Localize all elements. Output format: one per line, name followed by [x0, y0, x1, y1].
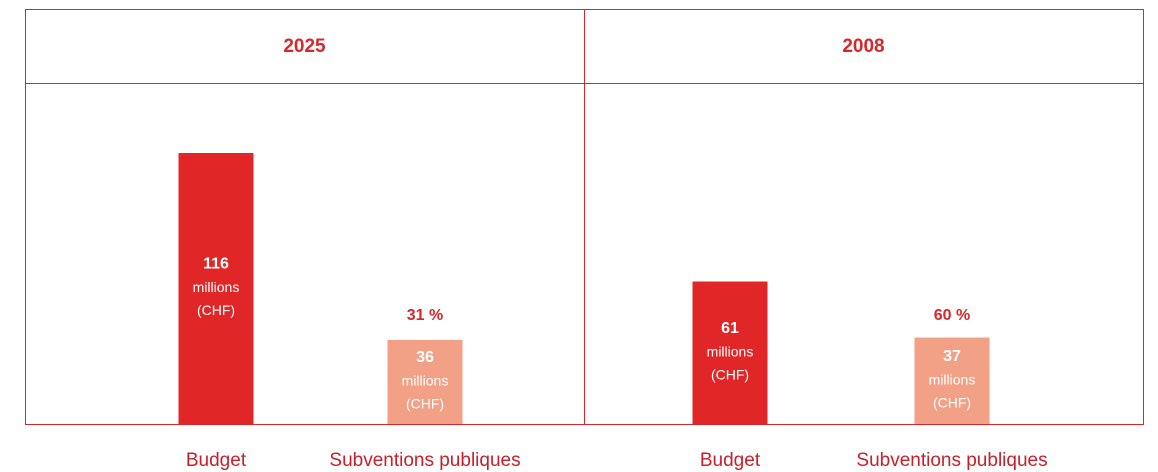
bar-unit: millions [929, 371, 976, 387]
bar-unit: millions [707, 343, 754, 359]
bar-unit: millions [402, 373, 449, 389]
bar [178, 153, 254, 425]
bar-unit: (CHF) [197, 302, 235, 318]
bar [692, 281, 768, 424]
category-label: Subventions publiques [329, 450, 520, 471]
panel-title: 2025 [283, 36, 326, 57]
bar-unit: millions [193, 279, 240, 295]
bar-unit: (CHF) [933, 394, 971, 410]
category-label: Budget [700, 450, 761, 471]
bar-unit: (CHF) [711, 366, 749, 382]
bar [914, 337, 990, 424]
bar-unit: (CHF) [406, 396, 444, 412]
category-label: Subventions publiques [856, 450, 1047, 471]
bar-value: 61 [721, 320, 739, 337]
category-label: Budget [186, 450, 247, 471]
bar [387, 339, 463, 424]
share-label: 31 % [407, 307, 443, 324]
panel-title: 2008 [842, 36, 884, 57]
share-label: 60 % [934, 307, 970, 324]
bar-value: 36 [416, 349, 434, 366]
bar-value: 116 [203, 256, 229, 273]
bar-value: 37 [943, 348, 961, 365]
